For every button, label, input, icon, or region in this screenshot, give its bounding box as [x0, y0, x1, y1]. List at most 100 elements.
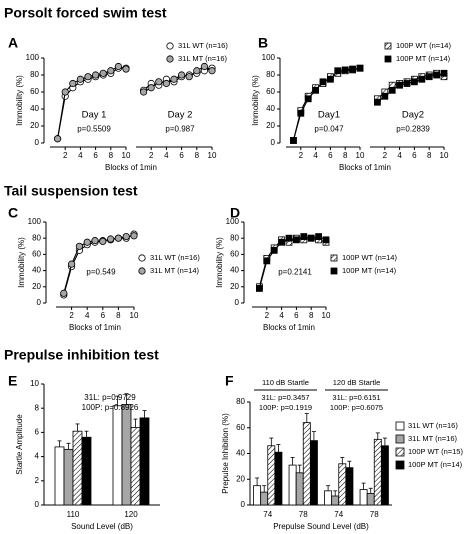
section-title: Porsolt forced swim test: [4, 5, 167, 21]
bar: [366, 493, 375, 506]
bar: [331, 495, 340, 506]
y-tick-label: 100: [226, 217, 240, 226]
series-line: [258, 236, 327, 289]
legend-marker: [138, 267, 146, 275]
panel-letter: E: [8, 373, 17, 389]
y-tick-label: 4: [35, 452, 40, 461]
marker: [255, 285, 263, 292]
group-label: 120 dB Startle: [333, 378, 381, 387]
legend-label: 31L MT (n=14): [150, 266, 199, 275]
x-tick-label: 78: [370, 510, 379, 519]
marker: [381, 92, 389, 100]
y-tick-label: 80: [32, 233, 41, 242]
bar: [288, 464, 297, 506]
bar: [359, 489, 368, 506]
bar: [345, 467, 354, 506]
legend-label: 100P MT (n=14): [408, 460, 463, 469]
legend-label: 31L WT (n=16): [178, 41, 228, 50]
section-title: Tail suspension test: [4, 183, 138, 199]
y-tick-label: 2: [35, 476, 40, 485]
panel-letter: F: [225, 373, 234, 389]
legend-swatch: [395, 421, 405, 431]
y-tick-label: 100: [262, 53, 276, 62]
bar: [295, 472, 304, 506]
y-tick-label: 100: [28, 217, 42, 226]
y-tick-label: 20: [266, 121, 275, 130]
annotation: 100P: p=0.1919: [259, 403, 312, 412]
marker: [114, 62, 123, 71]
series-line: [57, 65, 127, 139]
series-line: [377, 72, 445, 100]
annotation: p=0.2141: [278, 267, 312, 276]
series-line: [258, 237, 327, 287]
y-axis-label: Immobility (%): [15, 75, 24, 126]
x-tick-label: 10: [130, 311, 139, 320]
x-tick-label: 120: [124, 510, 138, 519]
x-tick-label: 10: [356, 151, 365, 160]
x-tick-label: 4: [164, 151, 169, 160]
y-tick-label: 0: [235, 298, 240, 307]
y-tick-label: 60: [236, 423, 245, 432]
y-tick-label: 0: [35, 500, 40, 509]
y-tick-label: 40: [266, 104, 275, 113]
marker: [147, 84, 155, 92]
y-axis-label: Immobility (%): [251, 75, 260, 126]
marker: [289, 137, 297, 144]
bar: [253, 485, 262, 506]
marker: [69, 79, 77, 88]
marker: [270, 246, 278, 254]
bar: [72, 430, 83, 506]
panel-letter: C: [8, 205, 18, 221]
annotation: 31L: p=0.3457: [261, 393, 309, 402]
y-tick-label: 10: [30, 379, 39, 388]
bar: [324, 490, 333, 506]
legend-label: 100P WT (n=15): [408, 447, 463, 456]
marker: [61, 88, 69, 96]
marker: [83, 238, 91, 246]
x-tick-label: 2: [149, 151, 154, 160]
y-tick-label: 8: [35, 403, 40, 412]
annotation: p=0.047: [314, 125, 344, 134]
y-tick-label: 20: [32, 282, 41, 291]
series-line: [377, 72, 445, 103]
y-axis-label: Immobility (%): [215, 237, 224, 288]
bar: [63, 448, 74, 506]
marker: [312, 86, 320, 94]
annotation: p=0.2839: [396, 125, 430, 134]
y-axis-label: Startle Amplitude: [15, 414, 24, 475]
annotation: p=0.549: [86, 267, 116, 276]
x-axis-label: Sound Level (dB): [71, 522, 133, 531]
marker: [300, 233, 308, 240]
marker: [373, 98, 381, 106]
bar: [121, 404, 132, 506]
x-axis-label: Blocks of 1min: [263, 323, 315, 332]
y-tick-label: 0: [271, 138, 276, 147]
marker: [334, 67, 342, 75]
y-tick-label: 0: [241, 500, 246, 509]
marker: [297, 109, 305, 117]
y-tick-label: 0: [37, 298, 42, 307]
y-tick-label: 60: [266, 87, 275, 96]
legend-swatch: [395, 434, 405, 444]
marker: [292, 236, 300, 244]
y-axis-label: Immobility (%): [17, 237, 26, 288]
x-tick-label: 8: [195, 151, 200, 160]
legend-label: 31L MT (n=16): [408, 434, 457, 443]
legend-marker: [138, 254, 146, 262]
x-tick-label: 10: [208, 151, 217, 160]
bar: [302, 422, 311, 506]
x-tick-label: 10: [322, 311, 331, 320]
bar: [267, 445, 276, 506]
y-tick-label: 20: [236, 474, 245, 483]
legend-label: 100P WT (n=14): [342, 253, 397, 262]
x-tick-label: 74: [334, 510, 343, 519]
x-tick-label: 8: [109, 151, 114, 160]
series-line: [57, 67, 126, 139]
x-axis-label: Blocks of 1min: [105, 163, 157, 172]
marker: [155, 78, 163, 86]
x-tick-label: 6: [101, 311, 106, 320]
y-tick-label: 6: [35, 428, 40, 437]
marker: [122, 232, 130, 241]
legend-marker: [330, 267, 338, 275]
legend-label: 31L MT (n=16): [178, 54, 227, 63]
